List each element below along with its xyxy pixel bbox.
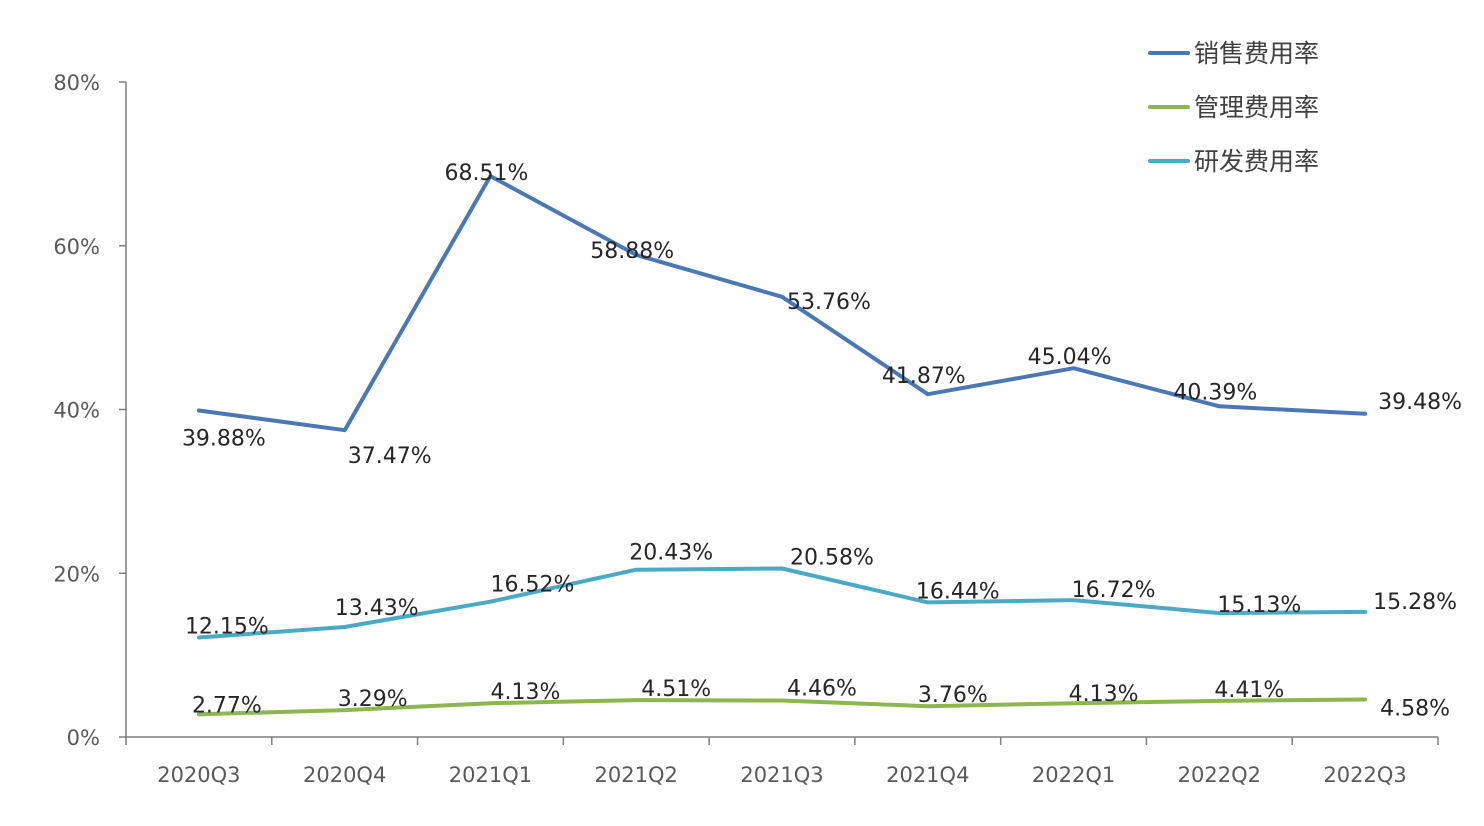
y-tick-label: 40% xyxy=(53,399,100,423)
data-label: 41.87% xyxy=(882,364,966,389)
series-line xyxy=(196,697,1368,717)
data-label: 4.46% xyxy=(787,676,857,701)
data-label: 13.43% xyxy=(335,596,419,621)
series-lines xyxy=(196,174,1368,717)
data-label: 45.04% xyxy=(1028,345,1112,370)
y-tick-label: 80% xyxy=(53,71,100,95)
data-label: 53.76% xyxy=(787,290,871,315)
x-tick-label: 2021Q4 xyxy=(886,763,969,787)
data-label: 20.43% xyxy=(629,541,713,566)
data-label: 3.76% xyxy=(918,683,988,708)
series-line xyxy=(196,566,1368,640)
data-label: 16.72% xyxy=(1072,578,1156,603)
series-line xyxy=(196,174,1368,433)
x-tick-label: 2021Q1 xyxy=(449,763,532,787)
data-label: 37.47% xyxy=(348,444,432,469)
data-label: 4.41% xyxy=(1214,678,1284,703)
data-label: 15.28% xyxy=(1373,590,1457,615)
data-label: 15.13% xyxy=(1217,593,1301,618)
data-label: 3.29% xyxy=(338,687,408,712)
x-tick-label: 2022Q1 xyxy=(1032,763,1115,787)
legend-label: 管理费用率 xyxy=(1194,93,1319,122)
x-tick-label: 2022Q2 xyxy=(1178,763,1261,787)
data-label: 16.52% xyxy=(490,573,574,598)
data-label: 40.39% xyxy=(1173,380,1257,405)
data-label: 68.51% xyxy=(444,161,528,186)
x-tick-label: 2020Q3 xyxy=(157,763,240,787)
y-tick-label: 20% xyxy=(53,562,100,586)
x-tick-label: 2021Q2 xyxy=(595,763,678,787)
data-label: 58.88% xyxy=(590,239,674,264)
data-label: 20.58% xyxy=(790,546,874,571)
data-label: 39.48% xyxy=(1378,390,1462,415)
data-label: 12.15% xyxy=(185,615,269,640)
data-labels: 39.88% 37.47% 68.51% 58.88% 53.76% 41.87% 45.0… xyxy=(182,161,1462,721)
data-label: 4.13% xyxy=(490,680,560,705)
axes: 0% 20% 40% 60% 80% 2020Q3 2020Q4 2021Q1 2021Q2 20… xyxy=(53,71,1439,787)
legend-label: 研发费用率 xyxy=(1194,147,1319,176)
x-tick-label: 2020Q4 xyxy=(303,763,386,787)
data-label: 4.51% xyxy=(641,677,711,702)
y-tick-label: 60% xyxy=(53,235,100,259)
data-label: 16.44% xyxy=(916,579,1000,604)
data-label: 39.88% xyxy=(182,426,266,451)
data-label: 4.13% xyxy=(1069,682,1139,707)
data-label: 2.77% xyxy=(192,693,262,718)
x-tick-label: 2021Q3 xyxy=(740,763,823,787)
y-tick-label: 0% xyxy=(67,726,100,750)
legend-label: 销售费用率 xyxy=(1194,39,1319,68)
x-tick-label: 2022Q3 xyxy=(1323,763,1406,787)
data-label: 4.58% xyxy=(1380,697,1450,722)
